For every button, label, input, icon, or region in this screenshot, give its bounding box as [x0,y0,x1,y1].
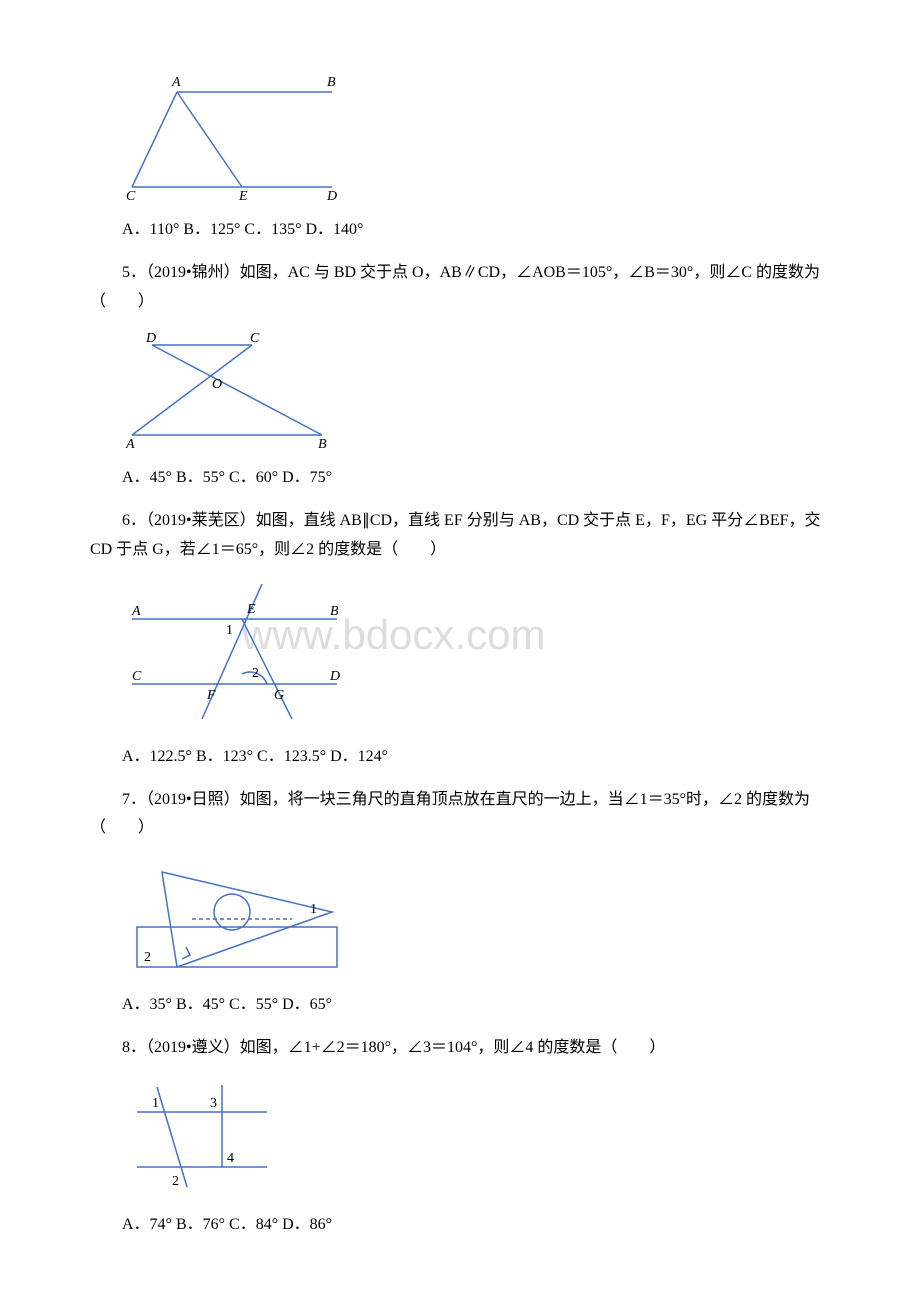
label-B: B [330,604,339,619]
label-1: 1 [310,902,317,917]
options-q8: A．74° B．76° C．84° D．86° [90,1211,830,1240]
options-q5: A．45° B．55° C．60° D．75° [90,464,830,493]
label-C: C [250,331,260,346]
label-B: B [327,75,336,90]
stem-q8: 8．（2019•遵义）如图，∠1+∠2＝180°，∠3＝104°，则∠4 的度数… [90,1034,830,1063]
svg-triangle-parallel: A B C E D [122,72,352,202]
options-q4: A．110° B．125° C．135° D．140° [90,216,830,245]
label-A: A [171,75,181,90]
label-D: D [145,331,156,346]
label-2: 2 [144,950,151,965]
svg-ruler-setsquare: 1 2 [122,857,352,977]
svg-parallel-bisector: A B C D E F G 1 2 [122,579,352,729]
stem-q7: 7．（2019•日照）如图，将一块三角尺的直角顶点放在直尺的一边上，当∠1＝35… [90,786,830,844]
label-O: O [212,377,222,392]
figure-q7: 1 2 [122,857,830,977]
svg-crossed-triangles: D C O A B [122,330,342,450]
figure-q6: www.bdocx.com A B C D E F [122,579,830,729]
label-F: F [206,688,216,703]
label-1: 1 [226,623,233,638]
page-content: A B C E D A．110° B．125° C．135° D．140° 5．… [90,72,830,1240]
label-D: D [326,189,337,202]
options-q7: A．35° B．45° C．55° D．65° [90,991,830,1020]
label-4: 4 [227,1151,234,1166]
label-2: 2 [252,666,259,681]
label-A: A [131,604,141,619]
label-1: 1 [152,1096,159,1111]
label-D: D [329,669,340,684]
figure-q5: D C O A B [122,330,830,450]
label-3: 3 [210,1096,217,1111]
label-C: C [126,189,136,202]
label-B: B [318,437,327,450]
label-C: C [132,669,142,684]
label-G: G [274,688,284,703]
label-E: E [246,602,256,617]
figure-q8: 1 3 4 2 [122,1077,830,1197]
stem-q5: 5．（2019•锦州）如图，AC 与 BD 交于点 O，AB∥CD，∠AOB＝1… [90,259,830,317]
svg-two-parallels: 1 3 4 2 [122,1077,282,1197]
label-2: 2 [172,1174,179,1189]
figure-q4: A B C E D [122,72,830,202]
label-E: E [238,189,248,202]
stem-q6: 6．（2019•莱芜区）如图，直线 AB∥CD，直线 EF 分别与 AB，CD … [90,507,830,565]
label-A: A [125,437,135,450]
options-q6: A．122.5° B．123° C．123.5° D．124° [90,743,830,772]
